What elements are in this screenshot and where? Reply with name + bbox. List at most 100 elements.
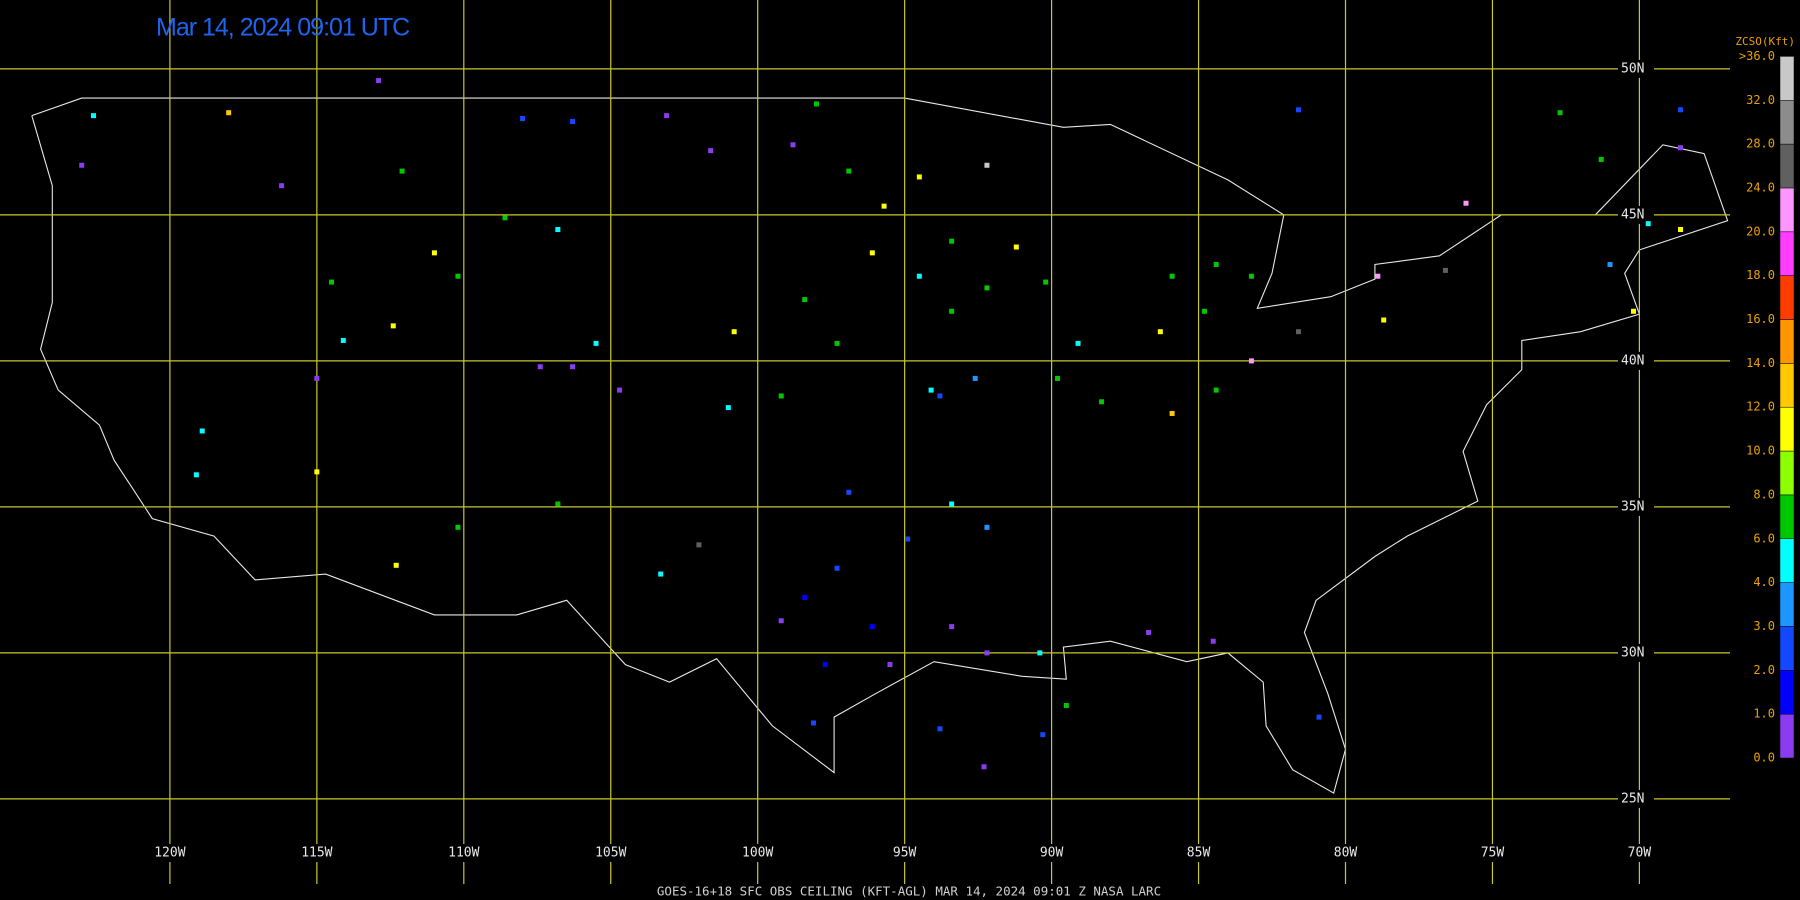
station-obs <box>1678 145 1684 151</box>
lon-label: 95W <box>893 846 917 861</box>
station-obs <box>279 183 285 189</box>
station-obs <box>1013 244 1019 250</box>
station-obs <box>1037 650 1043 656</box>
station-obs <box>802 594 808 600</box>
station-obs <box>1295 107 1301 113</box>
label-bg <box>739 844 776 862</box>
color-bar-segment <box>1779 187 1795 233</box>
legend-level-label: 32.0 <box>1746 93 1775 107</box>
station-obs <box>1075 340 1081 346</box>
station-obs <box>1063 702 1069 708</box>
station-obs <box>1040 732 1046 738</box>
station-obs <box>1645 221 1651 227</box>
lon-label: 105W <box>595 846 626 861</box>
footer: GOES-16+18 SFC OBS CEILING (KFT-AGL) MAR… <box>657 884 1161 899</box>
station-obs <box>1213 387 1219 393</box>
station-obs <box>1213 262 1219 268</box>
station-obs <box>329 279 335 285</box>
color-bar-segment <box>1779 275 1795 320</box>
label-bg <box>1618 789 1654 808</box>
label-bg <box>1618 205 1654 224</box>
legend-level-label: 2.0 <box>1753 663 1775 677</box>
station-obs <box>834 565 840 571</box>
lat-label: 50N <box>1621 61 1644 76</box>
color-bar-segment <box>1779 231 1795 276</box>
label-bg <box>886 844 923 862</box>
station-obs <box>846 168 852 174</box>
station-obs <box>949 308 955 314</box>
lon-label: 110W <box>448 846 479 861</box>
legend-level-label: 8.0 <box>1753 487 1775 501</box>
station-obs <box>1631 308 1637 314</box>
station-obs <box>984 285 990 291</box>
legend-level-label: 12.0 <box>1746 400 1775 414</box>
station-obs <box>393 562 399 568</box>
legend-title: ZCSO(Kft) <box>1735 35 1795 48</box>
label-bg <box>1618 59 1654 78</box>
station-obs <box>725 405 731 411</box>
station-obs <box>455 524 461 530</box>
station-obs <box>1381 317 1387 323</box>
lon-label: 85W <box>1187 846 1211 861</box>
station-obs <box>502 215 508 221</box>
lat-label: 45N <box>1621 207 1644 222</box>
station-obs <box>617 387 623 393</box>
station-obs <box>570 364 576 370</box>
lat-label: 35N <box>1621 499 1644 514</box>
color-bar-segment <box>1779 363 1795 408</box>
station-obs <box>1375 273 1381 279</box>
station-obs <box>949 501 955 507</box>
lat-label: 40N <box>1621 353 1644 368</box>
station-obs <box>399 168 405 174</box>
color-bar-segment <box>1779 143 1795 189</box>
station-obs <box>1169 273 1175 279</box>
station-obs <box>696 542 702 548</box>
lon-label: 80W <box>1334 846 1358 861</box>
color-bar-segment <box>1779 713 1795 759</box>
station-obs <box>869 624 875 630</box>
station-obs <box>1442 267 1448 273</box>
station-obs <box>811 720 817 726</box>
station-obs <box>1463 200 1469 206</box>
station-obs <box>376 78 382 84</box>
station-obs <box>869 250 875 256</box>
station-obs <box>431 250 437 256</box>
station-obs <box>790 142 796 148</box>
station-obs <box>1678 107 1684 113</box>
station-obs <box>1607 262 1613 268</box>
station-obs <box>537 364 543 370</box>
station-obs <box>984 524 990 530</box>
lon-label: 70W <box>1628 846 1652 861</box>
label-bg <box>1327 844 1364 862</box>
legend-level-label: 6.0 <box>1753 531 1775 545</box>
station-obs <box>949 238 955 244</box>
label-bg <box>445 844 482 862</box>
station-obs <box>199 428 205 434</box>
station-obs <box>949 624 955 630</box>
color-bar-segment <box>1779 56 1795 101</box>
station-obs <box>658 571 664 577</box>
station-obs <box>455 273 461 279</box>
label-bg <box>592 844 629 862</box>
station-obs <box>731 329 737 335</box>
station-obs <box>1099 399 1105 405</box>
station-obs <box>1210 638 1216 644</box>
station-obs <box>1054 375 1060 381</box>
station-obs <box>937 393 943 399</box>
color-bar-segment <box>1779 406 1795 452</box>
station-obs <box>984 650 990 656</box>
station-obs <box>90 113 96 119</box>
color-bar-segment <box>1779 319 1795 364</box>
station-obs <box>834 340 840 346</box>
station-obs <box>1316 714 1322 720</box>
label-bg <box>1180 844 1217 862</box>
station-obs <box>778 393 784 399</box>
station-obs <box>802 297 808 303</box>
station-obs <box>916 273 922 279</box>
legend-level-label: 1.0 <box>1753 707 1775 721</box>
lon-label: 115W <box>301 846 332 861</box>
station-obs <box>1295 329 1301 335</box>
station-obs <box>778 618 784 624</box>
station-obs <box>593 340 599 346</box>
